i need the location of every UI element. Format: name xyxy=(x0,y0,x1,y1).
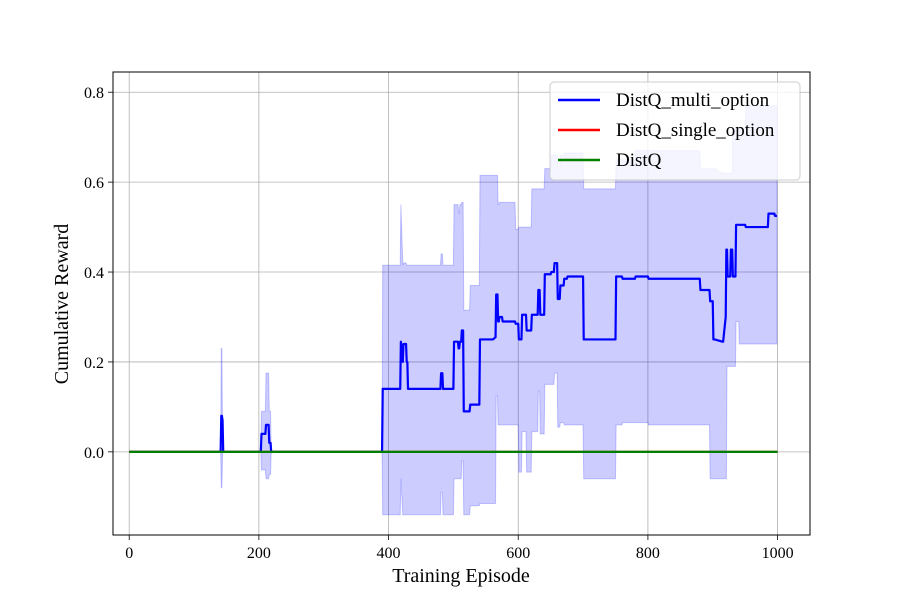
y-tick-label: 0.8 xyxy=(84,85,104,102)
series-lines xyxy=(129,212,778,453)
legend-label-distq-multi-option: DistQ_multi_option xyxy=(616,90,770,111)
confidence-bands xyxy=(129,105,778,516)
legend-label-distq: DistQ xyxy=(616,150,662,171)
legend-label-distq-single-option: DistQ_single_option xyxy=(616,120,775,141)
plot-frame xyxy=(112,71,811,536)
x-tick-label: 1000 xyxy=(762,545,794,562)
legend: DistQ_multi_option DistQ_single_option D… xyxy=(549,81,801,181)
y-tick-label: 0.6 xyxy=(84,175,104,192)
y-tick-label: 0.2 xyxy=(84,355,104,372)
y-axis-label: Cumulative Reward xyxy=(51,224,73,385)
axis-ticks: 0 200 400 600 800 1000 0.0 0.2 0.4 0.6 0.8 xyxy=(84,85,794,562)
x-tick-label: 600 xyxy=(506,545,530,562)
x-tick-label: 200 xyxy=(247,545,271,562)
band-distq-multi-option xyxy=(129,105,778,516)
y-tick-label: 0.0 xyxy=(84,445,104,462)
x-axis-label: Training Episode xyxy=(392,565,530,587)
x-tick-label: 0 xyxy=(125,545,133,562)
legend-box xyxy=(549,81,801,181)
series-line-distq-multi-option xyxy=(129,212,777,453)
x-tick-label: 400 xyxy=(377,545,401,562)
x-tick-label: 800 xyxy=(636,545,660,562)
y-tick-label: 0.4 xyxy=(84,265,104,282)
